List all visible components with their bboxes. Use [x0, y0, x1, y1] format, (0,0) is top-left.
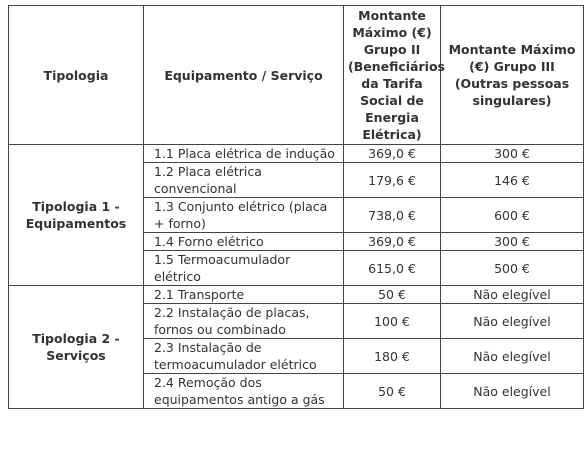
header-cell: Montante Máximo (€) Grupo II (Beneficiár… [343, 5, 445, 145]
item-cell: 1.5 Termoacumulador elétrico [143, 250, 344, 286]
amount-cell: 500 € [440, 250, 584, 286]
amount-cell: 179,6 € [343, 162, 441, 198]
table-row: 1.5 Termoacumulador elétrico 615,0 €500 € [9, 250, 584, 286]
amount-cell: Não elegível [440, 285, 584, 304]
amount-cell: 369,0 € [343, 144, 441, 163]
header-cell: Tipologia [8, 5, 144, 145]
amount-cell: 300 € [440, 144, 584, 163]
amount-cell: 369,0 € [343, 232, 441, 251]
item-cell: 1.2 Placa elétrica convencional [143, 162, 344, 198]
table-row: 2.3 Instalação de termoacumulador elétri… [9, 338, 584, 374]
amount-cell: Não elegível [440, 373, 584, 409]
item-cell: 2.3 Instalação de termoacumulador elétri… [143, 338, 344, 374]
table-row: 1.2 Placa elétrica convencional 179,6 €14… [9, 162, 584, 198]
amount-cell: 600 € [440, 197, 584, 233]
item-cell: 1.1 Placa elétrica de indução [143, 144, 344, 163]
amount-cell: 738,0 € [343, 197, 441, 233]
header-row: Tipologia Equipamento / Serviço Montante M… [8, 5, 584, 145]
group-label: Tipologia 1 - Equipamentos [8, 144, 144, 286]
table-body: Tipologia 1 - Equipamentos 1.1 Placa elét… [8, 144, 584, 409]
amount-cell: 50 € [343, 285, 441, 304]
amount-cell: Não elegível [440, 303, 584, 339]
header-cell: Equipamento / Serviço [143, 5, 344, 145]
item-cell: 2.1 Transporte [143, 285, 344, 304]
subsidy-table: Tipologia Equipamento / Serviço Montante M… [8, 5, 584, 409]
item-cell: 1.3 Conjunto elétrico (placa + forno) [143, 197, 344, 233]
amount-cell: 100 € [343, 303, 441, 339]
item-cell: 1.4 Forno elétrico [143, 232, 344, 251]
amount-cell: 50 € [343, 373, 441, 409]
table-row: 1.3 Conjunto elétrico (placa + forno) 738… [9, 197, 584, 233]
amount-cell: 146 € [440, 162, 584, 198]
table-row: Tipologia 2 - Serviços 2.1 Transporte 50 €… [8, 285, 584, 409]
header-cell: Montante Máximo (€) Grupo III (Outras pe… [440, 5, 584, 145]
amount-cell: Não elegível [440, 338, 584, 374]
amount-cell: 300 € [440, 232, 584, 251]
table-header: Tipologia Equipamento / Serviço Montante M… [8, 5, 584, 145]
amount-cell: 180 € [343, 338, 441, 374]
table-row: Tipologia 1 - Equipamentos 1.1 Placa elét… [8, 144, 584, 286]
amount-cell: 615,0 € [343, 250, 441, 286]
item-cell: 2.4 Remoção dos equipamentos antigo a gá… [143, 373, 344, 409]
group-label: Tipologia 2 - Serviços [8, 285, 144, 409]
item-cell: 2.2 Instalação de placas, fornos ou comb… [143, 303, 344, 339]
table-row: 2.4 Remoção dos equipamentos antigo a gá… [9, 373, 584, 409]
